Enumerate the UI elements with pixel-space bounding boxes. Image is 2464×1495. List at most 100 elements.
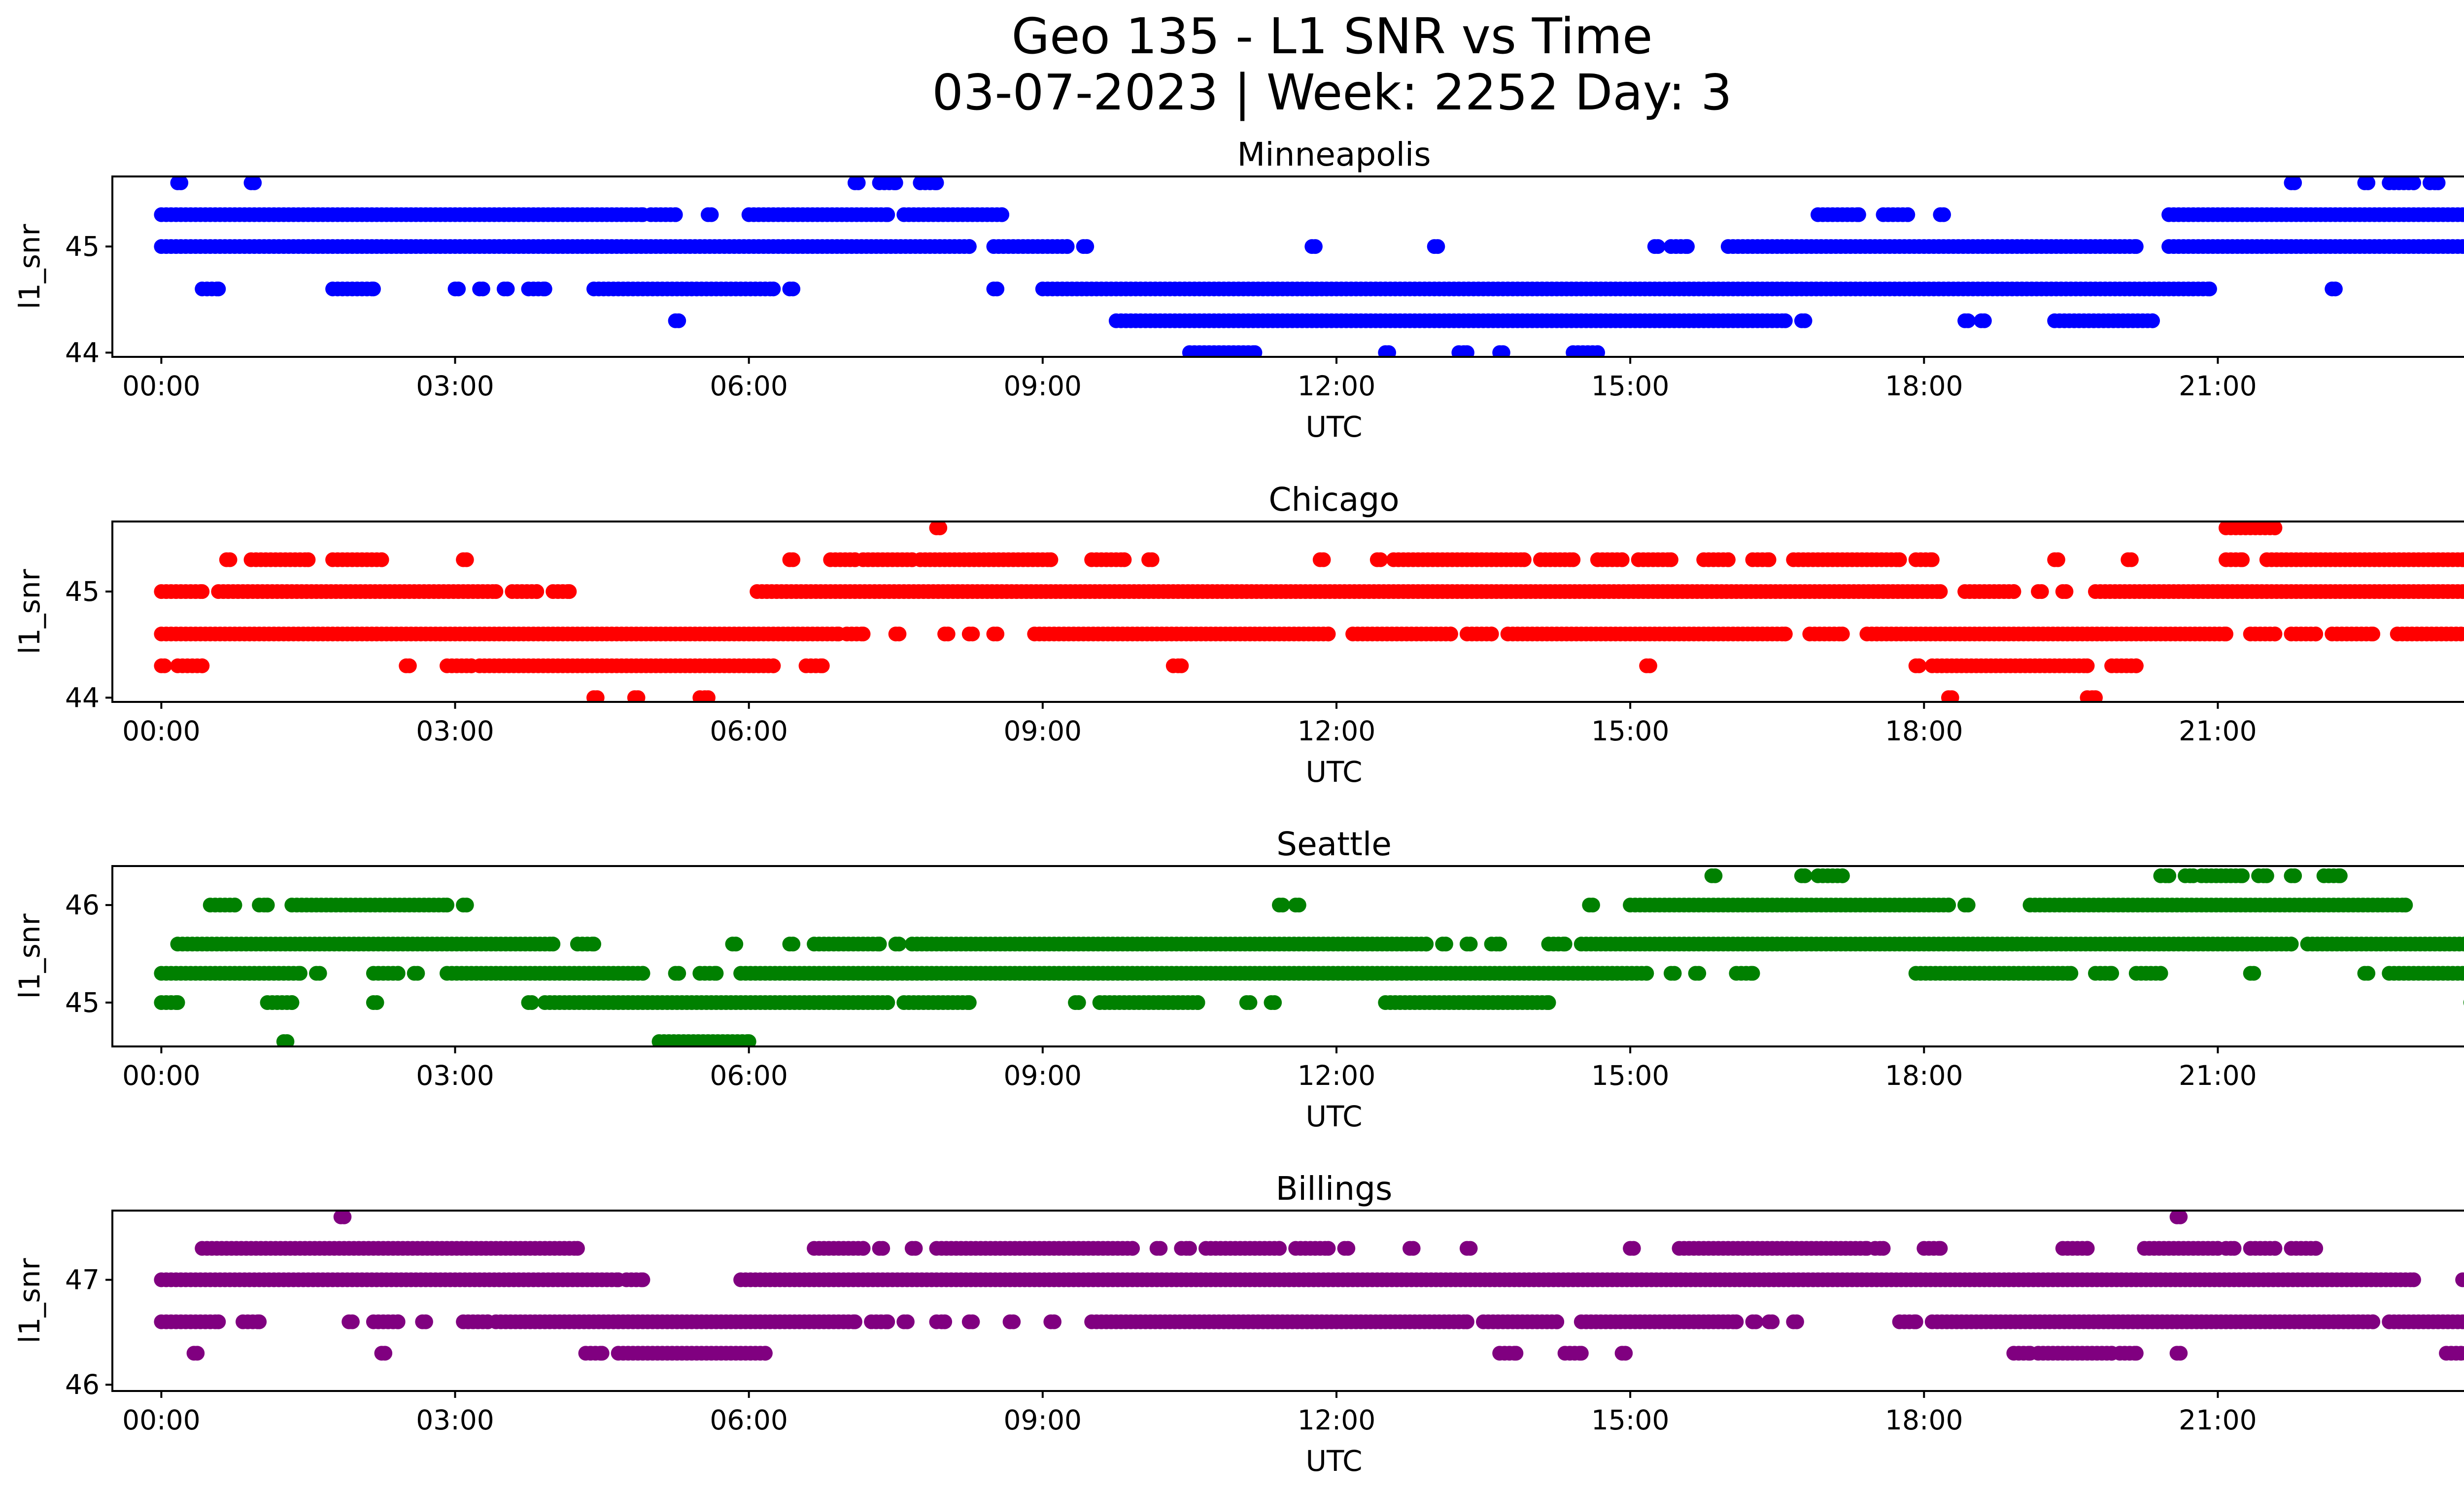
data-point [2088, 690, 2103, 703]
x-tick-label: 18:00 [1885, 370, 1963, 402]
plot-frame [111, 175, 2464, 358]
y-tick-label: 44 [65, 337, 100, 368]
data-point [2284, 937, 2299, 952]
data-point [2267, 626, 2283, 642]
data-point [2235, 552, 2250, 567]
data-point [1626, 1241, 1641, 1256]
data-point [2006, 584, 2021, 599]
data-point [766, 658, 781, 673]
data-point [2235, 868, 2250, 883]
y-tick-label: 47 [65, 1264, 100, 1295]
data-point [932, 521, 948, 535]
data-point [170, 995, 185, 1010]
data-point [2050, 552, 2065, 567]
x-tick-label: 00:00 [122, 1060, 201, 1091]
data-point [1495, 345, 1510, 358]
data-point [1748, 1314, 1764, 1329]
data-point [2259, 868, 2274, 883]
data-point [1174, 658, 1189, 673]
data-point [2267, 1241, 2283, 1256]
x-tick-label: 15:00 [1591, 1404, 1670, 1436]
data-point [211, 281, 226, 297]
series-markers [154, 1210, 2464, 1361]
data-point [475, 281, 490, 297]
x-axis-label: UTC [1306, 1100, 1363, 1133]
data-point [1321, 1241, 1336, 1256]
data-point [875, 1241, 890, 1256]
data-point [211, 1314, 226, 1329]
data-point [2219, 626, 2233, 642]
data-point [418, 1314, 433, 1329]
data-point [1765, 1314, 1780, 1329]
data-point [589, 690, 605, 703]
data-point [888, 175, 903, 190]
data-point [891, 626, 907, 642]
series-markers [154, 868, 2464, 1047]
data-point [1492, 937, 1507, 952]
data-point [2308, 626, 2324, 642]
data-point [1851, 207, 1866, 222]
data-point [500, 281, 515, 297]
data-point [937, 1314, 953, 1329]
data-point [1438, 937, 1453, 952]
data-point [2462, 939, 2464, 950]
data-point [1789, 1314, 1804, 1329]
data-point [1549, 1314, 1565, 1329]
data-point [410, 966, 425, 981]
data-point [766, 281, 781, 297]
data-point [2080, 658, 2095, 673]
data-point [1960, 313, 1976, 328]
data-point [757, 1346, 773, 1361]
x-tick-label: 06:00 [710, 370, 788, 402]
data-point [1590, 345, 1605, 358]
data-point [990, 626, 1005, 642]
data-point [880, 207, 895, 222]
data-point [1340, 1241, 1356, 1256]
data-point [1680, 239, 1695, 254]
x-tick-label: 03:00 [416, 1404, 494, 1436]
data-point [2226, 1241, 2242, 1256]
data-point [279, 1034, 295, 1047]
y-tick-label: 45 [65, 576, 100, 607]
data-point [1182, 1241, 1197, 1256]
data-point [1060, 239, 1075, 254]
data-point [1900, 207, 1916, 222]
data-point [2128, 1346, 2144, 1361]
x-axis-label: UTC [1306, 1444, 1363, 1478]
y-axis-label: l1_snr [13, 224, 46, 309]
data-point [1691, 966, 1707, 981]
x-tick-label: 12:00 [1298, 1404, 1376, 1436]
data-point [940, 626, 956, 642]
series-markers [154, 175, 2464, 358]
y-tick-label: 46 [65, 1369, 100, 1400]
x-tick-label: 06:00 [710, 1404, 788, 1436]
data-point [1463, 937, 1478, 952]
data-point [1944, 690, 1959, 703]
data-point [1876, 1241, 1891, 1256]
data-point [2332, 868, 2348, 883]
data-point [1484, 626, 1499, 642]
data-point [630, 690, 646, 703]
x-tick-label: 12:00 [1298, 1060, 1376, 1091]
data-point [1272, 1241, 1287, 1256]
data-point [1419, 937, 1434, 952]
x-tick-label: 03:00 [416, 715, 494, 747]
data-point [847, 1314, 862, 1329]
data-point [2460, 967, 2464, 980]
data-point [1291, 898, 1306, 913]
data-point [1778, 313, 1793, 328]
data-point [1566, 552, 1581, 567]
x-tick-label: 15:00 [1591, 1060, 1670, 1091]
data-point [1618, 1346, 1633, 1361]
subplot-title: Billings [1276, 1170, 1393, 1208]
x-tick-label: 21:00 [2179, 1404, 2257, 1436]
figure-title-line2: 03-07-2023 | Week: 2252 Day: 3 [932, 64, 1732, 121]
data-point [2287, 175, 2302, 190]
data-point [195, 584, 210, 599]
y-tick-label: 45 [65, 231, 100, 262]
data-point [2430, 175, 2446, 190]
